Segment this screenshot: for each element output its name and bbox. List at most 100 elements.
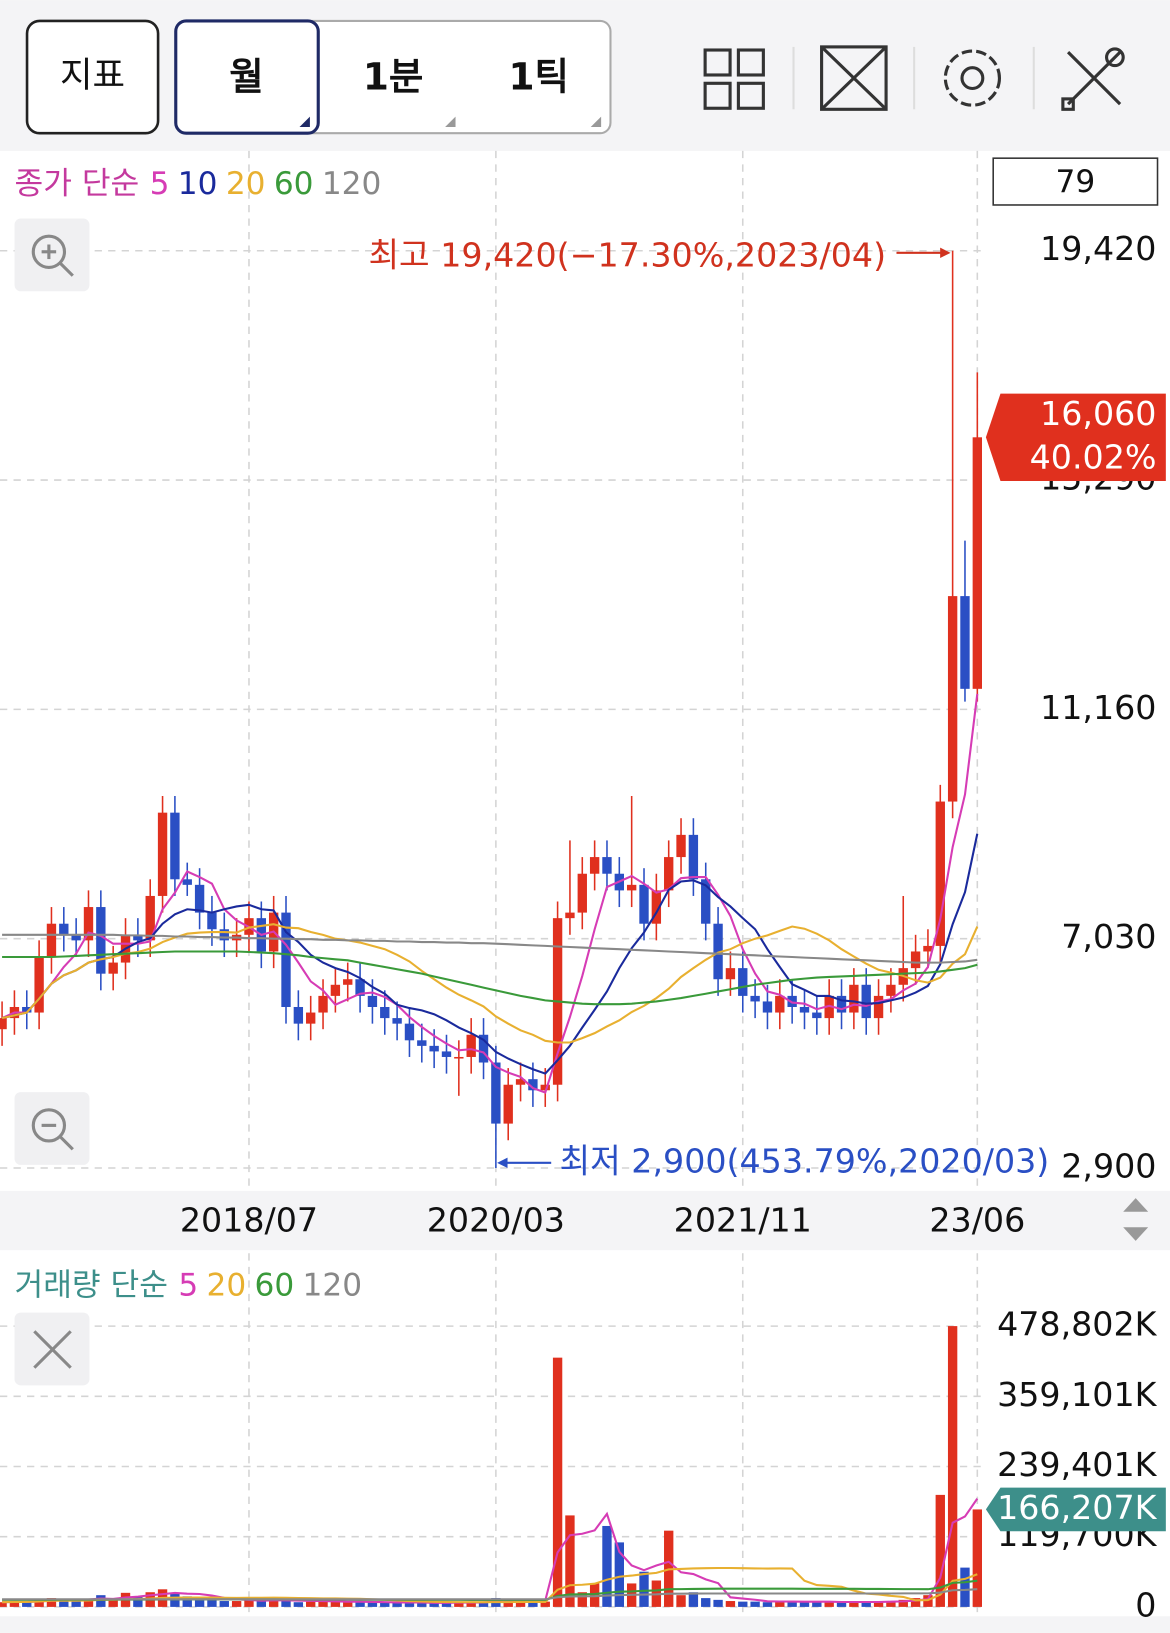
candle-body [478,1034,489,1063]
volume-bar [454,1602,464,1607]
volume-bar [775,1601,785,1607]
volume-bar [614,1542,624,1607]
volume-bar [602,1525,612,1607]
button-label[interactable]: 1틱 [508,55,568,99]
scroll-icon[interactable] [1123,1198,1149,1241]
button-label[interactable]: 1분 [363,55,423,99]
current-value-marker [985,1487,1166,1532]
candle-body [46,923,57,958]
tools-icon[interactable] [1061,47,1125,111]
volume-bar [676,1595,686,1607]
candle-body [491,1062,501,1124]
volume-bar [528,1602,538,1607]
candle-body [947,596,958,802]
candle-body [441,1051,452,1057]
volume-bar [9,1601,20,1607]
candle-body [861,984,871,1019]
volume-bar [380,1602,390,1607]
close-icon [33,1330,72,1369]
volume-bar [133,1596,143,1607]
candle-body [799,1006,810,1013]
volume-bar [639,1571,649,1607]
volume-bar [207,1599,217,1607]
legend-entry: 60 [274,166,314,202]
volume-bar [787,1601,797,1607]
candle-body [910,951,921,969]
legend-entry: 20 [226,166,266,202]
candle-body [417,1040,427,1046]
candle-body [71,934,81,941]
volume-bar [738,1601,748,1607]
count-box[interactable] [992,157,1159,206]
x-tick-label: 2021/11 [674,1201,812,1240]
candle-body [318,995,328,1013]
x-tick-label: 2018/07 [180,1201,318,1240]
volume-bar [466,1601,476,1607]
candle-body [293,1006,304,1024]
settings-icon[interactable] [943,49,1001,107]
volume-bar [812,1601,822,1607]
candle-body [577,873,587,913]
volume-bar [886,1601,896,1607]
legend-label: 거래량 단순 [15,1268,168,1304]
candle-body [404,1023,415,1041]
legend-entry: 120 [322,166,382,202]
volume-bar [71,1601,81,1607]
volume-bar [441,1602,452,1607]
candle-body [96,907,106,974]
volume-bar [330,1601,341,1607]
candle-body [602,857,612,874]
volume-bar [219,1601,229,1607]
candle-body [380,1006,390,1019]
volume-bar [552,1357,563,1607]
corner-mark [299,116,310,127]
indicator-button[interactable] [25,19,160,135]
candle-body [330,984,341,996]
candle-body [207,912,217,930]
moving-average-line [2,1566,978,1604]
x-axis-band [0,1190,1170,1251]
volume-bar [503,1599,513,1607]
y-tick-label: 2,900 [1061,1147,1156,1186]
candle-body [22,1006,32,1013]
volume-bar [231,1601,242,1607]
button-label: 월 [229,55,263,99]
fullscreen-icon[interactable] [820,45,888,111]
candle-body [886,984,896,996]
volume-bar [960,1567,970,1607]
volume-bar [565,1515,575,1607]
volume-bar [392,1602,402,1607]
legend-entry: 5 [178,1268,198,1304]
period-button-selected[interactable] [174,19,320,135]
legend-entry: 10 [178,166,218,202]
candle-body [664,857,674,891]
volume-bar [750,1601,760,1607]
candle-body [688,834,699,880]
candle-body [960,596,970,689]
zoom-in-button[interactable] [14,218,90,292]
candle-body [429,1045,439,1052]
candle-body [306,1012,316,1024]
volume-bar [83,1598,94,1607]
current-value-label: 166,207K [997,1488,1158,1527]
candle-body [701,879,711,924]
candle-body [108,962,118,974]
volume-bar [910,1598,921,1607]
zoom-out-button[interactable] [14,1092,90,1165]
zoom-out-icon [31,1108,74,1151]
candle-body [589,857,600,874]
volume-bar [404,1602,415,1607]
candle-body [157,812,168,896]
candle-body [392,1018,402,1024]
candle-body [503,1084,513,1124]
volume-bar [762,1602,773,1607]
arrow-head [940,247,951,259]
candle-body [367,995,378,1007]
layout-icon[interactable] [703,48,765,110]
candle-body [923,945,933,952]
current-value-label: 16,060 [1040,394,1156,433]
volume-bar [343,1602,353,1607]
